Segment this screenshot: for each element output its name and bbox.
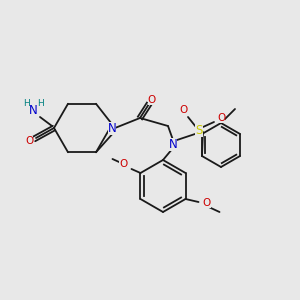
Text: H: H xyxy=(22,100,29,109)
Text: N: N xyxy=(169,137,177,151)
Text: O: O xyxy=(202,198,211,208)
Text: S: S xyxy=(195,124,203,136)
Text: N: N xyxy=(108,122,116,134)
Text: O: O xyxy=(217,113,225,123)
Text: O: O xyxy=(119,159,128,169)
Text: O: O xyxy=(179,105,187,115)
Text: O: O xyxy=(25,136,33,146)
Text: O: O xyxy=(148,95,156,105)
Text: H: H xyxy=(38,100,44,109)
Text: N: N xyxy=(28,103,38,116)
